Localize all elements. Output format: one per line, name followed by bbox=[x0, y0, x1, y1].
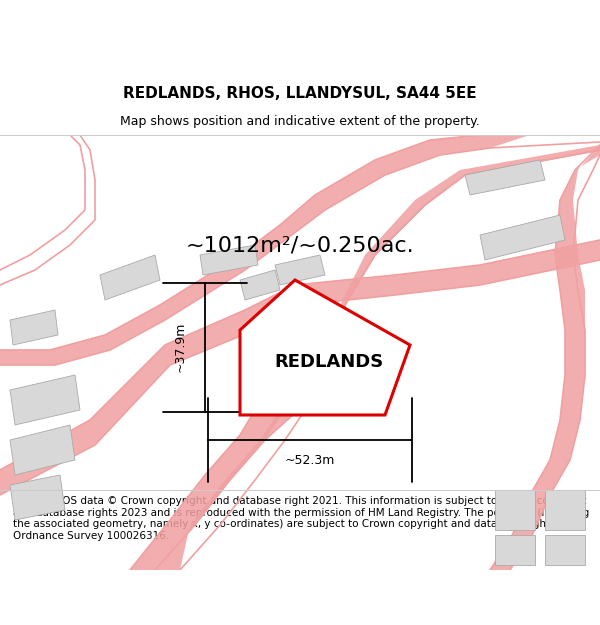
Polygon shape bbox=[545, 490, 585, 530]
Polygon shape bbox=[545, 535, 585, 565]
Text: ~37.9m: ~37.9m bbox=[173, 322, 187, 372]
Text: ~52.3m: ~52.3m bbox=[285, 454, 335, 466]
Text: REDLANDS: REDLANDS bbox=[274, 353, 383, 371]
Polygon shape bbox=[240, 270, 280, 300]
Polygon shape bbox=[10, 310, 58, 345]
Polygon shape bbox=[10, 375, 80, 425]
Polygon shape bbox=[10, 475, 65, 520]
Polygon shape bbox=[10, 425, 75, 475]
Polygon shape bbox=[0, 240, 600, 495]
Polygon shape bbox=[155, 145, 600, 570]
Polygon shape bbox=[200, 245, 258, 275]
Polygon shape bbox=[495, 490, 535, 530]
Polygon shape bbox=[0, 135, 530, 365]
Text: REDLANDS, RHOS, LLANDYSUL, SA44 5EE: REDLANDS, RHOS, LLANDYSUL, SA44 5EE bbox=[123, 86, 477, 101]
Text: ~1012m²/~0.250ac.: ~1012m²/~0.250ac. bbox=[185, 235, 415, 255]
Text: Contains OS data © Crown copyright and database right 2021. This information is : Contains OS data © Crown copyright and d… bbox=[13, 496, 589, 541]
Polygon shape bbox=[465, 160, 545, 195]
Polygon shape bbox=[480, 215, 565, 260]
Polygon shape bbox=[130, 285, 320, 570]
Polygon shape bbox=[490, 145, 600, 570]
Polygon shape bbox=[495, 535, 535, 565]
Text: Map shows position and indicative extent of the property.: Map shows position and indicative extent… bbox=[120, 115, 480, 128]
Polygon shape bbox=[100, 255, 160, 300]
Polygon shape bbox=[240, 280, 410, 415]
Polygon shape bbox=[275, 255, 325, 285]
